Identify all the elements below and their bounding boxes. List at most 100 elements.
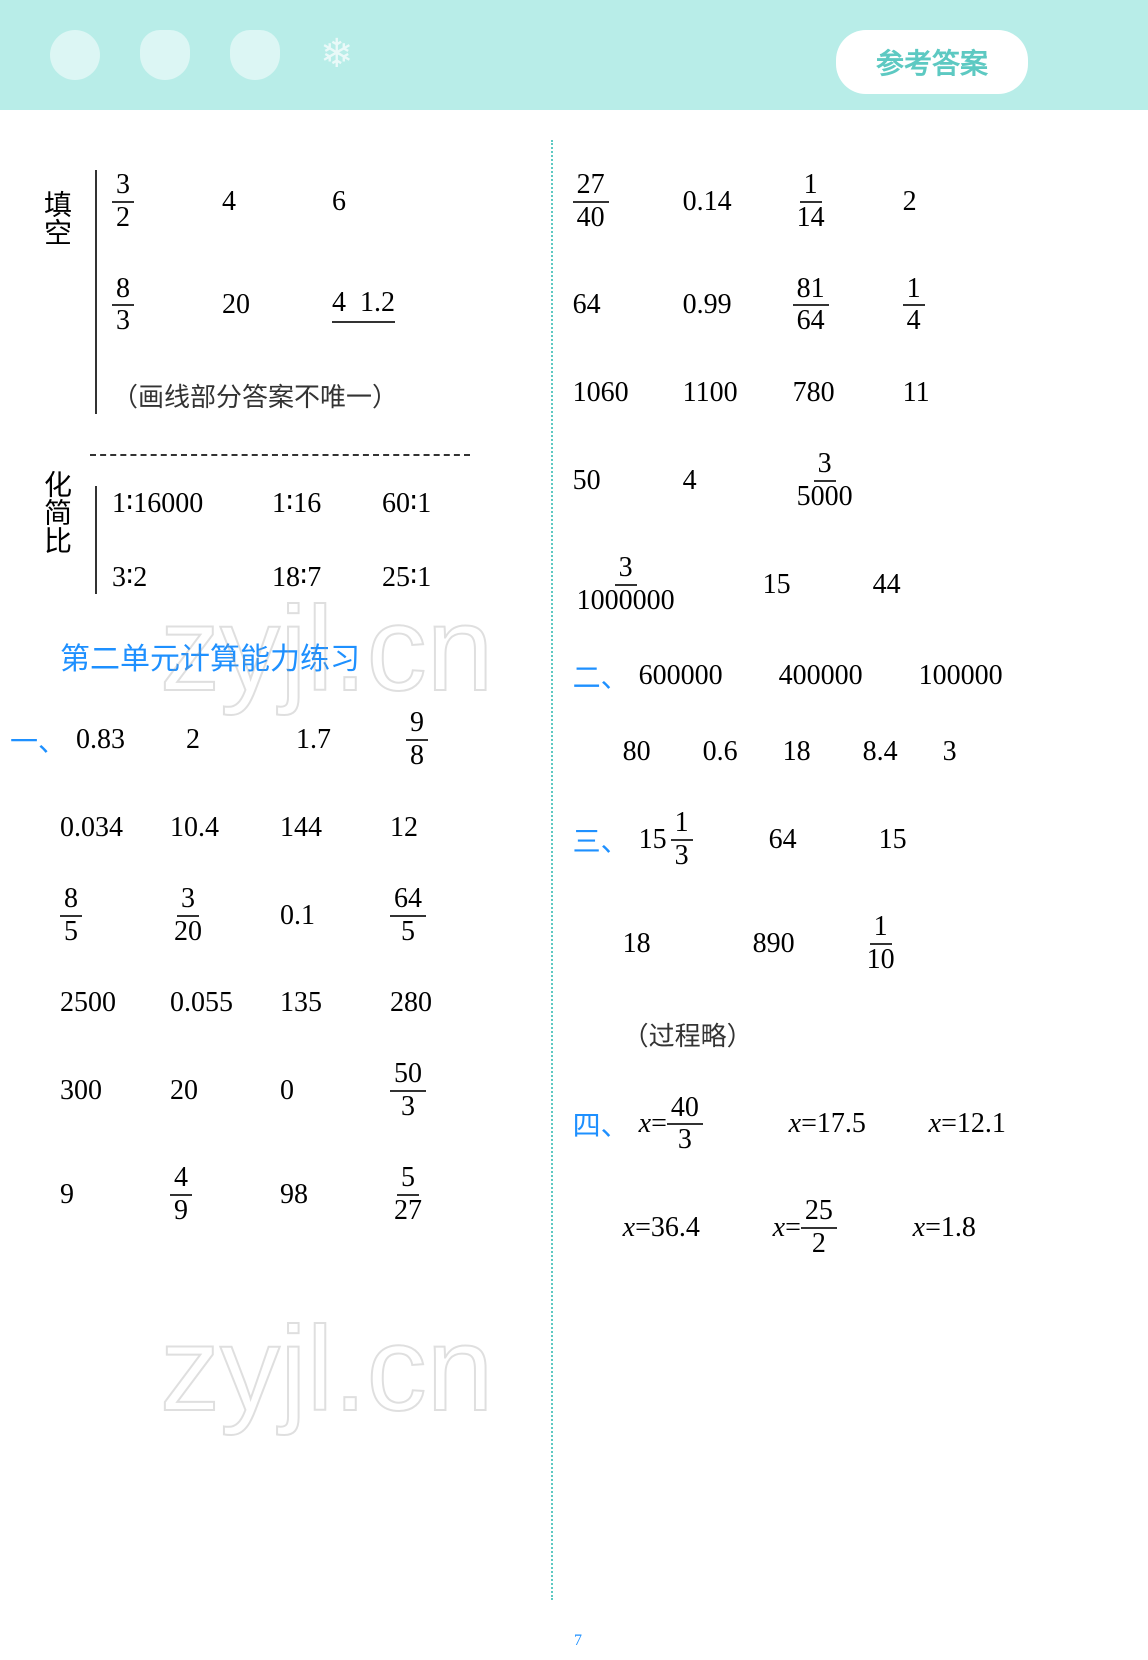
cell: 0 — [280, 1075, 390, 1107]
cell: x=36.4 — [623, 1212, 773, 1244]
cloud-icon — [140, 30, 190, 80]
r-row: 31000000 15 44 — [573, 553, 1086, 617]
q2-label: 二、 — [573, 656, 629, 696]
cell: 64 — [573, 289, 683, 321]
fraction: 527 — [390, 1163, 426, 1227]
cell: 1∶16000 — [112, 486, 272, 520]
column-divider — [551, 140, 553, 1600]
cell: 3 — [943, 736, 1003, 768]
cell: 6 — [332, 186, 442, 218]
cell: 1060 — [573, 377, 683, 409]
q3-row: 18 890 110 — [623, 912, 1086, 976]
cell: 9 — [60, 1179, 170, 1211]
fraction: 503 — [390, 1059, 426, 1123]
answer-key-badge: 参考答案 — [836, 30, 1028, 94]
cell: 15 — [763, 569, 873, 601]
cell: x=12.1 — [929, 1108, 1039, 1140]
cell: 15 — [879, 824, 989, 856]
simplify-label: 化简比 — [35, 470, 75, 554]
cell: 4 — [222, 186, 332, 218]
cell: 400000 — [779, 660, 919, 692]
cell: x=1.8 — [913, 1212, 1023, 1244]
cell: 18 — [623, 928, 753, 960]
fraction: 252 — [801, 1196, 837, 1260]
cell: 25∶1 — [382, 560, 492, 594]
cell: 780 — [793, 377, 903, 409]
cell: 0.99 — [683, 289, 793, 321]
note: （画线部分答案不唯一） — [112, 377, 398, 414]
cell: 20 — [222, 289, 332, 321]
cell: 18 — [783, 736, 863, 768]
cell: 12 — [390, 812, 500, 844]
cell: 20 — [170, 1075, 280, 1107]
r-row: 50 4 35000 — [573, 449, 1086, 513]
right-column: 2740 0.14 114 2 64 0.99 8164 14 1060 110… — [573, 170, 1086, 1300]
cell: 0.1 — [280, 900, 390, 932]
q3-row: 三、 1513 64 15 — [573, 808, 1086, 872]
cell: 890 — [753, 928, 863, 960]
cell: 0.034 — [60, 812, 170, 844]
q4-row: 四、 x=403 x=17.5 x=12.1 — [573, 1093, 1086, 1157]
fill-table: 32 4 6 83 20 4 1.2 （画线部分答案不唯一） — [95, 170, 553, 414]
fraction: 49 — [170, 1163, 192, 1227]
content: 填空 32 4 6 83 20 4 1.2 （画线部分答案不唯一） 化简比 1∶… — [0, 110, 1148, 1360]
cell: 60∶1 — [382, 486, 492, 520]
cell: 0.055 — [170, 987, 280, 1019]
cell: 50 — [573, 465, 683, 497]
cell: 4 — [683, 465, 793, 497]
cell: 135 — [280, 987, 390, 1019]
cell: x=17.5 — [789, 1108, 929, 1140]
question-1: 一、 0.83 2 1.7 98 0.034 10.4 144 12 85 32… — [40, 708, 553, 1226]
cell: 64 — [769, 824, 879, 856]
fraction: 645 — [390, 884, 426, 948]
underlined-answer: 4 1.2 — [332, 287, 395, 323]
cell: 10.4 — [170, 812, 280, 844]
q1-row: 300 20 0 503 — [60, 1059, 553, 1123]
cell: 280 — [390, 987, 500, 1019]
page-number: 7 — [574, 1632, 582, 1650]
cell: 2 — [186, 724, 296, 756]
q3-note-row: （过程略） — [623, 1016, 1086, 1053]
cell: 144 — [280, 812, 390, 844]
fraction: 114 — [793, 170, 829, 234]
q1-row: 一、 0.83 2 1.7 98 — [40, 708, 553, 772]
fraction: 8164 — [793, 274, 829, 338]
fraction: 85 — [60, 884, 82, 948]
cell: 0.14 — [683, 186, 793, 218]
note: （过程略） — [623, 1016, 753, 1053]
q2-row: 二、 600000 400000 100000 — [573, 656, 1086, 696]
cell: 600000 — [639, 660, 779, 692]
simplify-row: 3∶2 18∶7 25∶1 — [112, 560, 553, 594]
cell: 300 — [60, 1075, 170, 1107]
fraction: 32 — [112, 170, 134, 234]
dashed-separator — [90, 454, 470, 456]
unit2-title: 第二单元计算能力练习 — [60, 634, 553, 678]
fraction: 403 — [667, 1093, 703, 1157]
cell: 11 — [903, 377, 1013, 409]
cell: 100000 — [919, 660, 1059, 692]
header: ❄ 参考答案 — [0, 0, 1148, 110]
r-row: 1060 1100 780 11 — [573, 377, 1086, 409]
cloud2-icon — [230, 30, 280, 80]
simplify-table: 1∶16000 1∶16 60∶1 3∶2 18∶7 25∶1 — [95, 486, 553, 594]
fraction: 31000000 — [573, 553, 679, 617]
fraction: 2740 — [573, 170, 609, 234]
q4-row: x=36.4 x=252 x=1.8 — [623, 1196, 1086, 1260]
cell: 0.83 — [76, 724, 186, 756]
snowflake-icon: ❄ — [320, 30, 370, 80]
cell: 80 — [623, 736, 703, 768]
header-icons: ❄ — [50, 30, 370, 80]
cell: 2500 — [60, 987, 170, 1019]
fraction: 83 — [112, 274, 134, 338]
circle-icon — [50, 30, 100, 80]
fill-label: 填空 — [35, 190, 75, 246]
cell: 8.4 — [863, 736, 943, 768]
cell: 2 — [903, 186, 1013, 218]
cell: 18∶7 — [272, 560, 382, 594]
fraction: 14 — [903, 274, 925, 338]
q3-label: 三、 — [573, 820, 629, 860]
fraction: 35000 — [793, 449, 857, 513]
q1-label: 一、 — [10, 720, 66, 760]
q2-row: 80 0.6 18 8.4 3 — [623, 736, 1086, 768]
cell: 1.7 — [296, 724, 406, 756]
